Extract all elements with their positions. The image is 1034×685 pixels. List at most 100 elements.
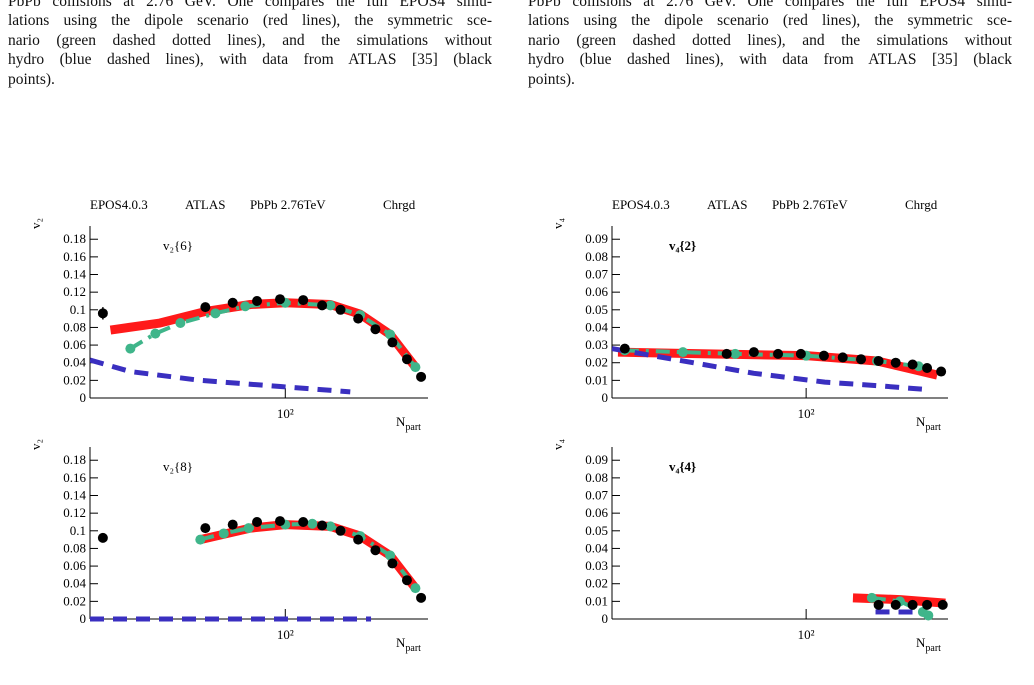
series-marker xyxy=(307,518,318,529)
plot-area xyxy=(90,516,427,622)
data-point xyxy=(353,534,364,545)
x-tick-label: 10² xyxy=(277,406,294,421)
caption-line: lations using the dipole scenario (red l… xyxy=(528,12,1012,30)
series-marker xyxy=(218,528,229,539)
header-text: Chrgd xyxy=(905,197,938,212)
series-marker xyxy=(210,308,221,319)
series-marker xyxy=(923,610,934,621)
caption: PbPb collisions at 2.76 GeV. One compare… xyxy=(8,0,492,89)
data-point xyxy=(856,354,867,365)
data-point xyxy=(252,295,263,306)
series-marker xyxy=(677,347,688,358)
series-line xyxy=(199,520,419,591)
plot-area xyxy=(852,592,948,621)
data-point xyxy=(937,599,948,610)
y-tick-label: 0.1 xyxy=(70,302,86,317)
series-marker xyxy=(325,521,336,532)
data-point xyxy=(619,343,630,354)
header-text: PbPb 2.76TeV xyxy=(250,197,326,212)
chart: EPOS4.0.3 ATLAS PbPb 2.76TeV Chrgd 0 0.02 0.04… xyxy=(28,197,428,433)
y-tick-label: 0.02 xyxy=(585,576,608,591)
y-tick-label: 0 xyxy=(602,611,609,626)
series-marker xyxy=(866,592,877,603)
caption-line: hydro (blue dashed lines), with data fro… xyxy=(528,51,1012,69)
annotation: v₄{2} xyxy=(669,238,696,253)
y-tick-label: 0.12 xyxy=(63,284,86,299)
y-tick-label: 0.04 xyxy=(585,319,608,334)
data-point xyxy=(818,350,829,361)
data-point xyxy=(353,313,364,324)
y-tick-label: 0.06 xyxy=(63,558,86,573)
caption-line: points). xyxy=(8,70,55,88)
y-tick-label: 0.14 xyxy=(63,488,86,503)
series-marker xyxy=(325,300,336,311)
x-axis-label-main: N xyxy=(396,414,406,429)
x-axis-label-main: N xyxy=(396,635,406,650)
series-marker xyxy=(410,583,421,594)
data-point xyxy=(922,363,933,374)
y-tick-label: 0.01 xyxy=(585,593,608,608)
y-axis-label: v₂ xyxy=(28,439,43,450)
series-marker xyxy=(125,343,136,354)
data-point xyxy=(721,348,732,359)
caption-line: PbPb collisions at 2.76 GeV. One compare… xyxy=(528,0,1012,10)
y-tick-label: 0.04 xyxy=(585,540,608,555)
y-tick-label: 0.07 xyxy=(585,267,608,282)
series-line xyxy=(90,357,351,395)
series-marker xyxy=(410,362,421,373)
x-tick-label: 10² xyxy=(798,627,815,642)
y-axis-label: v₄ xyxy=(550,439,565,451)
data-point xyxy=(370,545,381,556)
y-tick-label: 0.06 xyxy=(585,284,608,299)
y-tick-label: 0.02 xyxy=(63,593,86,608)
data-point xyxy=(387,558,398,569)
header-text: PbPb 2.76TeV xyxy=(772,197,848,212)
series-marker xyxy=(195,534,206,545)
chart: 0 0.02 0.04 0.06 0.08 0.1 0.12 0.14 0.16 0.18 10² v… xyxy=(28,439,428,654)
caption-line: lations using the dipole scenario (red l… xyxy=(8,12,492,30)
y-tick-label: 0.18 xyxy=(63,452,86,467)
data-point xyxy=(748,347,759,358)
x-axis-label-main: N xyxy=(916,414,926,429)
x-axis-label: Npart xyxy=(916,635,941,654)
y-tick-label: 0.12 xyxy=(63,505,86,520)
data-point xyxy=(275,294,286,305)
y-tick-label: 0.06 xyxy=(63,337,86,352)
data-point xyxy=(298,295,309,306)
header-text: Chrgd xyxy=(383,197,416,212)
y-tick-label: 0.16 xyxy=(63,470,86,485)
y-tick-label: 0.08 xyxy=(585,249,608,264)
data-point xyxy=(335,304,346,315)
caption: PbPb collisions at 2.76 GeV. One compare… xyxy=(528,0,1012,89)
data-point xyxy=(401,354,412,365)
data-point xyxy=(252,516,263,527)
y-tick-label: 0.07 xyxy=(585,488,608,503)
x-axis-label: Npart xyxy=(916,414,941,433)
caption-line: hydro (blue dashed lines), with data fro… xyxy=(8,51,492,69)
data-point xyxy=(97,532,108,543)
data-point xyxy=(335,525,346,536)
y-tick-label: 0.05 xyxy=(585,523,608,538)
caption-line: PbPb collisions at 2.76 GeV. One compare… xyxy=(8,0,492,10)
y-tick-label: 0.06 xyxy=(585,505,608,520)
y-tick-label: 0.02 xyxy=(585,355,608,370)
data-point xyxy=(401,575,412,586)
series-line xyxy=(129,300,418,369)
data-point xyxy=(922,599,933,610)
y-tick-label: 0.03 xyxy=(585,558,608,573)
y-tick-label: 0.04 xyxy=(63,355,86,370)
data-point xyxy=(890,357,901,368)
chart: 0 0.01 0.02 0.03 0.04 0.05 0.06 0.07 0.08 0.09 10²… xyxy=(550,439,948,654)
data-point xyxy=(317,300,328,311)
x-axis-label-sub: part xyxy=(405,643,421,654)
x-axis-label-sub: part xyxy=(405,422,421,433)
y-tick-label: 0.04 xyxy=(63,576,86,591)
y-tick-label: 0 xyxy=(80,611,87,626)
caption-line: nario (green dashed dotted lines), and t… xyxy=(528,31,1012,49)
series-line xyxy=(612,346,923,392)
data-point xyxy=(907,359,918,370)
plot-area xyxy=(90,294,427,395)
header-text: EPOS4.0.3 xyxy=(90,197,148,212)
series-marker xyxy=(385,550,396,561)
